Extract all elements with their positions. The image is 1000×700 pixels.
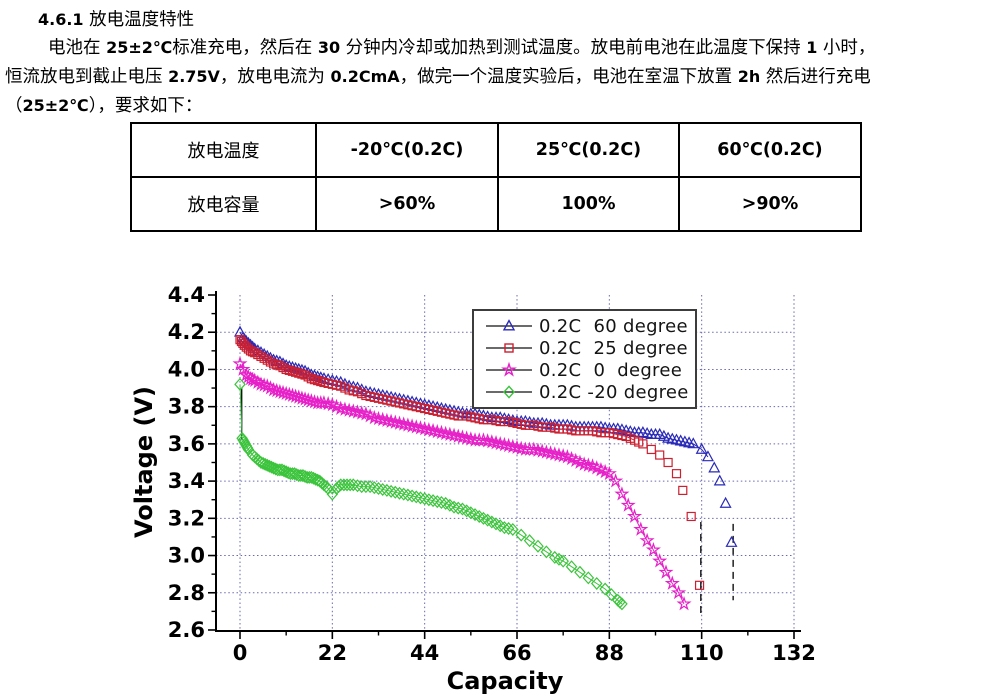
x-tick-label: 88 [595,641,624,665]
y-axis-title: Voltage (V) [130,386,158,538]
table-cell-temp-25: 25℃(0.2C) [497,122,680,178]
series-0.2C--20-degree [234,377,628,611]
paragraph-line-2: 恒流放电到截止电压 2.75V，放电电流为 0.2CmA，做完一个温度实验后，电… [5,65,871,89]
text-segment: 2h [737,67,766,86]
y-tick-label: 3.8 [168,395,205,419]
x-tick-label: 22 [318,641,347,665]
text-segment: ，做完一个温度实验后，电池在室温下放置 [399,67,738,87]
text-segment: 4.6.1 [38,10,90,29]
text-segment: （ [5,96,23,116]
text-segment: 30 [317,38,346,57]
text-segment: 然后进行充电 [765,67,871,87]
star-legend-marker-icon [486,361,532,377]
x-tick-label: 132 [772,641,816,665]
table-cell-capacity-25: 100% [497,176,680,232]
gridlines [216,295,795,630]
text-segment: 25±2℃ [106,38,173,57]
legend-item: 0.2C 60 degree [484,315,689,337]
table-cell-discharge-capacity-label: 放电容量 [130,176,317,232]
axis-labels: 0 22 44 66 88 110 132 2.6 2.8 3.0 3.2 3.4 3.6 3.8 4.0 4… [130,283,816,695]
series-0.2C-0-degree [232,355,692,611]
legend-item: 0.2C 25 degree [484,337,689,359]
text-segment: 分钟内冷却或加热到测试温度。放电前电池在此温度下保持 [345,38,807,58]
x-tick-label: 0 [233,641,248,665]
text-segment: 0.2CmA [330,67,400,86]
text-segment: 2.75V [168,67,220,86]
y-tick-label: 3.2 [168,506,205,530]
text-segment: ），要求如下： [88,96,203,116]
square-legend-marker-icon [486,343,532,353]
y-tick-label: 4.4 [168,283,205,307]
x-tick-label: 110 [680,641,724,665]
axes [208,291,801,639]
table-cell-capacity-60: >90% [678,176,862,232]
legend-item: 0.2C -20 degree [484,381,689,403]
legend-label: 0.2C 60 degree [539,315,688,337]
chart-legend: 0.2C 60 degree 0.2C 25 degree 0.2C 0 degre… [472,309,697,409]
x-tick-label: 66 [502,641,531,665]
text-segment: 电池在 [48,38,107,58]
text-segment: 1 [806,38,823,57]
text-segment: 25±2℃ [22,96,89,115]
table-row: 放电容量 >60% 100% >90% [130,176,862,232]
table-cell-capacity-minus20: >60% [315,176,499,232]
triangle-legend-marker-icon [486,319,532,331]
legend-label: 0.2C 25 degree [539,337,688,359]
y-tick-label: 4.2 [168,320,205,344]
table-cell-temp-60: 60℃(0.2C) [678,122,862,178]
spec-table: 放电温度 -20℃(0.2C) 25℃(0.2C) 60℃(0.2C) 放电容量… [130,122,862,232]
y-tick-label: 2.8 [168,581,205,605]
series-0.2C-25-degree [235,335,705,616]
table-cell-discharge-temp-label: 放电温度 [130,122,317,178]
legend-item: 0.2C 0 degree [484,359,689,381]
diamond-legend-marker-icon [486,385,532,399]
x-axis-title: Capacity [447,667,564,695]
legend-label: 0.2C -20 degree [539,381,689,403]
text-segment: 恒流放电到截止电压 [5,67,169,87]
y-tick-label: 4.0 [168,357,205,381]
text-segment: 标准充电，然后在 [172,38,318,58]
paragraph-line-1: 电池在 25±2℃标准充电，然后在 30 分钟内冷却或加热到测试温度。放电前电池… [48,36,875,60]
text-segment: 小时， [822,38,876,58]
table-row: 放电温度 -20℃(0.2C) 25℃(0.2C) 60℃(0.2C) [130,122,862,178]
paragraph-line-3: （25±2℃），要求如下： [5,94,202,118]
y-tick-label: 3.6 [168,432,205,456]
y-tick-label: 2.6 [168,618,205,642]
table-cell-temp-minus20: -20℃(0.2C) [315,122,499,178]
legend-label: 0.2C 0 degree [539,359,683,381]
y-tick-label: 3.0 [168,544,205,568]
text-segment: ，放电电流为 [219,67,331,87]
text-segment: 放电温度特性 [89,10,195,30]
section-heading: 4.6.1 放电温度特性 [38,8,194,32]
x-tick-label: 44 [410,641,439,665]
y-tick-label: 3.4 [168,469,205,493]
